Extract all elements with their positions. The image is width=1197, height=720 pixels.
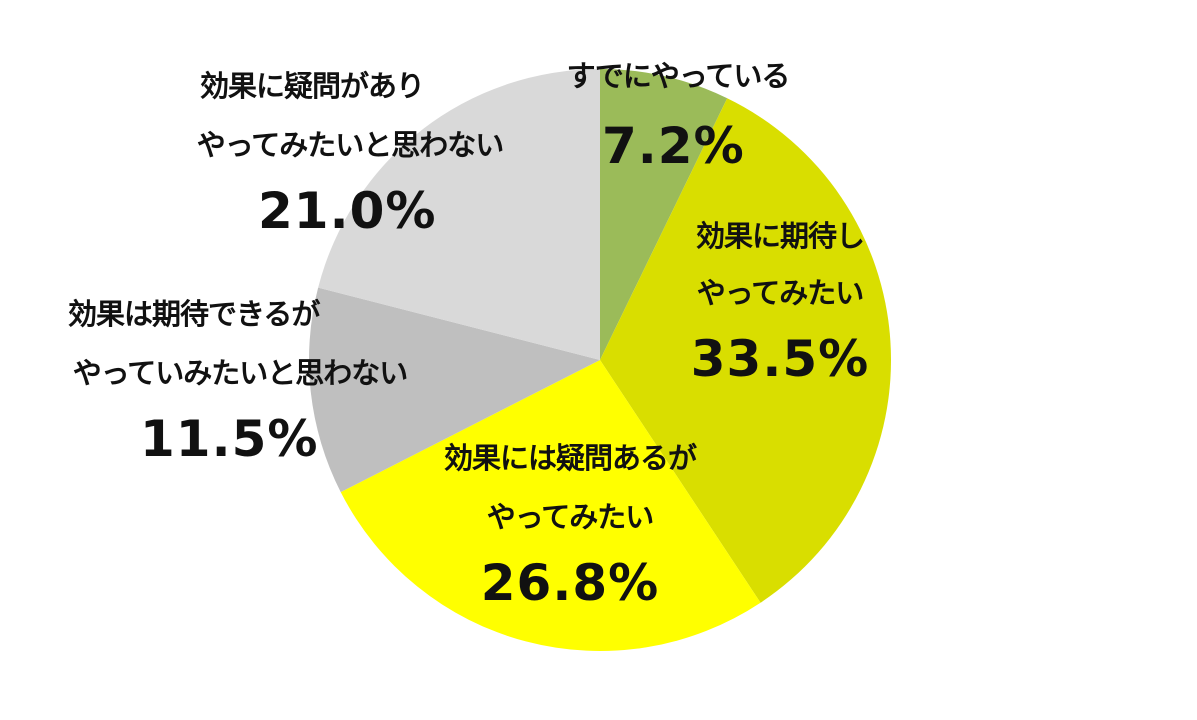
pie-slice-expect-and-want — [600, 98, 891, 603]
pie-slice-doubt-not-want — [318, 69, 600, 360]
slice-label-line: やってみたいと思わない — [196, 128, 505, 162]
slice-value-label: 7.2% — [602, 117, 745, 175]
slice-value-label: 11.5% — [140, 410, 319, 468]
pie-slice-doubt-but-want — [340, 360, 761, 651]
slice-label-line: 効果には疑問あるが — [443, 441, 697, 475]
slice-label-line: やってみたい — [486, 500, 655, 534]
slice-value-label: 26.8% — [480, 554, 660, 612]
slice-label-expect-but-not-want: 効果は期待できるが やっていみたいと思わない 11.5% — [20, 297, 460, 468]
slice-label-line: 効果に疑問があり — [200, 69, 425, 103]
slice-label-line: 効果に期待し — [695, 219, 865, 253]
slice-label-line: やっていみたいと思わない — [72, 356, 409, 390]
slice-value-label: 21.0% — [258, 182, 437, 240]
slice-label-already-doing: すでにやっている 7.2% — [548, 59, 808, 175]
slice-value-label: 33.5% — [690, 330, 870, 388]
slice-label-line: すでにやっている — [566, 59, 791, 93]
pie-slice-already-doing — [600, 69, 728, 360]
slice-label-line: やってみたい — [696, 276, 865, 310]
pie-slice-expect-but-not-want — [309, 287, 600, 493]
slice-label-line: 効果は期待できるが — [68, 297, 320, 331]
slice-label-doubt-not-want: 効果に疑問があり やってみたいと思わない 21.0% — [150, 69, 550, 240]
slice-label-doubt-but-want: 効果には疑問あるが やってみたい 26.8% — [395, 441, 745, 612]
slice-label-expect-and-want: 効果に期待し やってみたい 33.5% — [660, 219, 900, 388]
